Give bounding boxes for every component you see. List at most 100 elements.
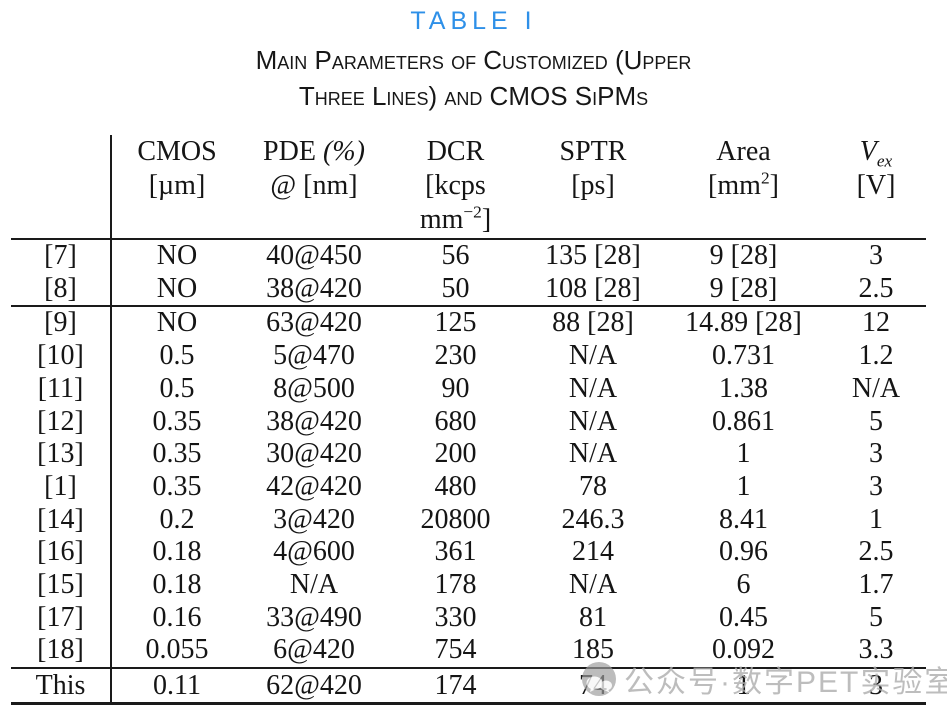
- parameters-table: CMOS [µm] PDE (%) @ [nm] DCR [kcps mm−2]…: [11, 135, 926, 706]
- header-dcr-unit-base: mm: [419, 204, 464, 235]
- cell-sptr: N/A: [568, 340, 618, 372]
- cell-vex: 3: [869, 438, 883, 470]
- cell-area: 0.96: [719, 536, 768, 568]
- cell-area: 1: [736, 438, 751, 470]
- cell-dcr: 90: [441, 372, 470, 404]
- cell-area: 14.89 [28]: [685, 307, 802, 339]
- cell-dcr: 754: [434, 634, 477, 666]
- cell-area: 8.41: [719, 503, 768, 535]
- header-dcr-unit-2: mm−2]: [386, 203, 525, 237]
- cell-pde: 40@450: [266, 240, 362, 271]
- row-reference: [11]: [11, 372, 112, 406]
- cell-vex: 5: [869, 601, 883, 633]
- cell-pde: 3@420: [273, 503, 355, 535]
- table-row: [15] 0.18 N/A 178 N/A 6 1.7: [11, 569, 926, 602]
- header-pde-text: PDE: [263, 136, 323, 167]
- cell-cmos: 0.11: [111, 667, 242, 706]
- cell-dcr: 480: [434, 470, 477, 502]
- cell-sptr: 81: [579, 601, 607, 633]
- cell-cmos: 0.35: [152, 405, 202, 437]
- cell-vex: 3: [869, 240, 883, 271]
- table-header: CMOS [µm] PDE (%) @ [nm] DCR [kcps mm−2]…: [11, 135, 926, 240]
- cell-pde: 5@470: [273, 340, 355, 372]
- cell-pde: 42@420: [266, 470, 362, 502]
- table-row: [12] 0.35 38@420 680 N/A 0.861 5: [11, 405, 926, 439]
- header-sptr-name: SPTR: [559, 136, 627, 167]
- cell-dcr: 174: [386, 667, 525, 706]
- row-reference: [10]: [11, 340, 112, 373]
- row-reference: [16]: [11, 536, 112, 570]
- table-number-label: TABLE I: [410, 7, 537, 35]
- header-ref: [11, 135, 112, 240]
- cell-sptr: 214: [572, 536, 614, 568]
- cell-vex: 3.3: [858, 634, 894, 666]
- cell-cmos: 0.5: [159, 372, 195, 404]
- row-reference: [1]: [11, 470, 112, 504]
- header-pde: PDE (%) @ [nm]: [242, 135, 386, 240]
- cell-cmos: 0.18: [152, 536, 202, 568]
- header-sptr: SPTR [ps]: [525, 135, 661, 240]
- header-area: Area [mm2]: [661, 135, 826, 240]
- cell-cmos: NO: [156, 307, 198, 339]
- cell-vex: 3: [869, 470, 883, 502]
- table-row: [10] 0.5 5@470 230 N/A 0.731 1.2: [11, 340, 926, 373]
- cell-pde: 4@600: [273, 536, 355, 568]
- cell-vex: 1: [869, 503, 883, 535]
- header-cmos-unit: [µm]: [148, 170, 206, 201]
- cell-cmos: 0.2: [159, 503, 195, 535]
- cell-sptr: 108 [28]: [525, 272, 661, 308]
- cell-dcr: 50: [386, 272, 525, 308]
- cell-sptr: 135 [28]: [545, 240, 641, 271]
- cell-area: 6: [736, 569, 751, 601]
- row-reference: [13]: [11, 438, 112, 471]
- cell-cmos: 0.35: [152, 470, 202, 502]
- header-pde-unit: @ [nm]: [270, 170, 358, 201]
- header-vex-unit: [V]: [856, 170, 896, 201]
- cell-dcr: 125: [434, 307, 477, 339]
- table-row: [7] NO 40@450 56 135 [28] 9 [28] 3: [11, 239, 926, 273]
- cell-sptr: 78: [579, 470, 607, 502]
- cell-sptr: 88 [28]: [552, 307, 634, 339]
- row-reference: [15]: [11, 569, 112, 602]
- cell-pde: 63@420: [266, 307, 362, 339]
- cell-vex: 1.7: [858, 569, 894, 601]
- row-reference: [14]: [11, 503, 112, 537]
- header-cmos-name: CMOS: [137, 136, 217, 167]
- header-vex: Vex [V]: [826, 135, 926, 240]
- header-area-unit-base: [mm: [708, 170, 761, 201]
- cell-vex: 2.5: [826, 272, 926, 308]
- row-reference: This: [11, 667, 112, 706]
- cell-cmos: 0.18: [152, 569, 202, 601]
- table-footer: This 0.11 62@420 174 74 1 3: [11, 667, 926, 706]
- table-row: [13] 0.35 30@420 200 N/A 1 3: [11, 438, 926, 471]
- cell-cmos: 0.16: [152, 601, 202, 633]
- row-reference: [12]: [11, 405, 112, 439]
- cell-vex: 12: [862, 307, 890, 339]
- table-caption: Main Parameters of Customized (Upper Thr…: [0, 42, 947, 114]
- cell-pde: 30@420: [266, 438, 362, 470]
- cell-vex: 2.5: [858, 536, 894, 568]
- table-row: [1] 0.35 42@420 480 78 1 3: [11, 470, 926, 504]
- cell-pde: 62@420: [242, 667, 386, 706]
- this-work-row: This 0.11 62@420 174 74 1 3: [11, 667, 926, 706]
- cell-dcr: 200: [434, 438, 477, 470]
- header-vex-name: Vex: [826, 135, 926, 171]
- cell-dcr: 230: [434, 340, 477, 372]
- header-vex-subscript: ex: [876, 151, 893, 171]
- cell-cmos: 0.35: [152, 438, 202, 470]
- cell-sptr: 246.3: [561, 503, 625, 535]
- row-reference: [18]: [11, 634, 112, 669]
- cell-dcr: 20800: [420, 503, 491, 535]
- table-row: [11] 0.5 8@500 90 N/A 1.38 N/A: [11, 372, 926, 406]
- header-vex-symbol: V: [859, 136, 877, 167]
- header-area-unit-exponent: 2: [760, 168, 770, 188]
- cell-dcr: 330: [434, 601, 477, 633]
- cell-area: 1: [661, 667, 826, 706]
- cell-sptr: N/A: [568, 372, 618, 404]
- caption-line-2: Three Lines) and CMOS SiPMs: [298, 81, 649, 111]
- cell-vex: N/A: [851, 372, 901, 404]
- table-row: [14] 0.2 3@420 20800 246.3 8.41 1: [11, 503, 926, 537]
- cell-pde: 38@420: [242, 272, 386, 308]
- header-dcr-name: DCR: [426, 136, 485, 167]
